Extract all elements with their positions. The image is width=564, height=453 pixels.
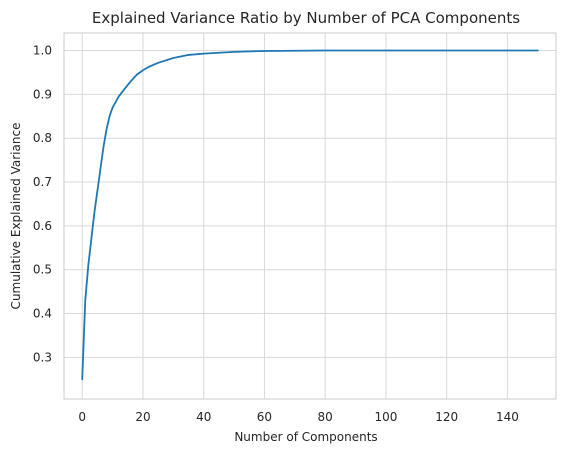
y-tick-label: 0.3 bbox=[33, 350, 52, 364]
y-tick-label: 1.0 bbox=[33, 44, 52, 58]
series-layer bbox=[81, 49, 539, 381]
x-axis-label: Number of Components bbox=[234, 430, 377, 444]
x-axis-ticks: 0 20 40 60 80 100 120 140 bbox=[78, 410, 518, 424]
x-tick-label: 80 bbox=[318, 410, 333, 424]
x-tick-label: 20 bbox=[135, 410, 150, 424]
y-tick-label: 0.7 bbox=[33, 175, 52, 189]
series-line bbox=[81, 49, 539, 381]
x-tick-label: 100 bbox=[374, 410, 397, 424]
y-tick-label: 0.8 bbox=[33, 131, 52, 145]
x-tick-label: 140 bbox=[496, 410, 519, 424]
y-tick-label: 0.9 bbox=[33, 87, 52, 101]
y-tick-label: 0.6 bbox=[33, 219, 52, 233]
y-tick-label: 0.4 bbox=[33, 307, 52, 321]
x-tick-label: 60 bbox=[257, 410, 272, 424]
x-tick-label: 40 bbox=[196, 410, 211, 424]
x-tick-label: 120 bbox=[435, 410, 458, 424]
grid-lines bbox=[64, 33, 556, 399]
y-axis-ticks: 0.3 0.4 0.5 0.6 0.7 0.8 0.9 1.0 bbox=[33, 44, 52, 365]
x-tick-label: 0 bbox=[78, 410, 86, 424]
y-axis-label: Cumulative Explained Variance bbox=[9, 123, 23, 310]
plot-frame bbox=[63, 32, 557, 400]
chart-title: Explained Variance Ratio by Number of PC… bbox=[92, 9, 520, 27]
y-tick-label: 0.5 bbox=[33, 263, 52, 277]
